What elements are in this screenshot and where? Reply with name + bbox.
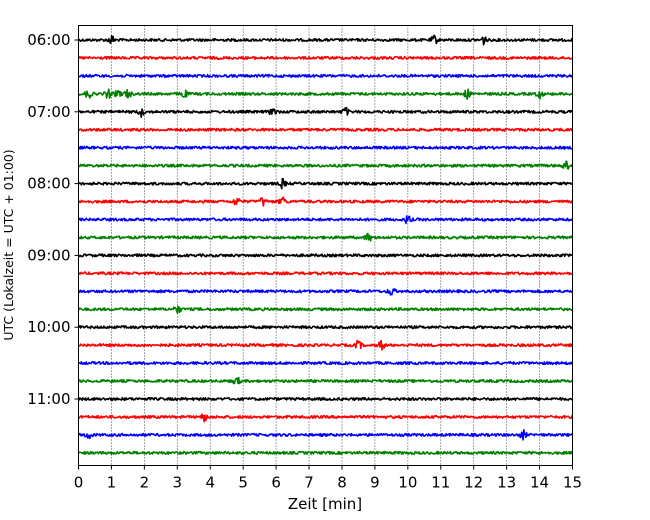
x-tick-label: 15 bbox=[563, 474, 582, 492]
y-axis: 06:00 07:00 08:00 09:00 10:00 11:00 bbox=[27, 31, 79, 408]
seismic-trace-11 bbox=[78, 215, 574, 225]
seismic-trace-5 bbox=[77, 106, 574, 118]
x-tick-label: 13 bbox=[497, 474, 516, 492]
x-tick-label: 14 bbox=[530, 474, 549, 492]
x-axis: 0 1 2 3 4 5 6 7 8 9 10 11 12 13 14 15 bbox=[74, 465, 582, 492]
y-tick-label: 07:00 bbox=[27, 103, 70, 121]
seismic-trace-21 bbox=[78, 396, 574, 402]
y-tick-label: 06:00 bbox=[27, 31, 70, 49]
seismic-trace-12 bbox=[77, 232, 574, 242]
x-tick-label: 7 bbox=[304, 474, 314, 492]
seismic-trace-7 bbox=[78, 145, 573, 150]
seismic-trace-20 bbox=[78, 376, 573, 385]
seismic-trace-22 bbox=[78, 413, 574, 423]
seismic-trace-9 bbox=[77, 177, 573, 190]
seismic-trace-15 bbox=[78, 288, 573, 296]
seismic-trace-3 bbox=[78, 73, 574, 78]
y-tick-label: 08:00 bbox=[27, 175, 70, 193]
x-tick-label: 5 bbox=[238, 474, 248, 492]
seismic-trace-24 bbox=[78, 450, 574, 455]
x-axis-label: Zeit [min] bbox=[288, 495, 362, 513]
x-tick-label: 2 bbox=[140, 474, 150, 492]
plot-frame bbox=[78, 25, 573, 466]
y-tick-label: 09:00 bbox=[27, 246, 70, 264]
seismic-trace-19 bbox=[78, 361, 574, 366]
x-tick-label: 4 bbox=[205, 474, 215, 492]
seismic-trace-6 bbox=[77, 127, 574, 132]
seismic-trace-1 bbox=[77, 34, 573, 46]
y-tick-label: 11:00 bbox=[27, 390, 70, 408]
seismic-trace-14 bbox=[78, 271, 573, 276]
seismic-trace-16 bbox=[78, 305, 573, 314]
x-tick-label: 11 bbox=[431, 474, 450, 492]
seismic-trace-2 bbox=[78, 55, 574, 61]
x-tick-label: 1 bbox=[107, 474, 117, 492]
seismic-trace-17 bbox=[77, 325, 573, 330]
seismic-trace-10 bbox=[77, 196, 574, 207]
trace-layer bbox=[77, 34, 574, 455]
seismic-trace-23 bbox=[77, 429, 574, 441]
seismic-trace-18 bbox=[78, 339, 573, 351]
x-tick-label: 12 bbox=[464, 474, 483, 492]
x-tick-label: 6 bbox=[271, 474, 281, 492]
y-tick-label: 10:00 bbox=[27, 318, 70, 336]
seismic-trace-8 bbox=[77, 160, 573, 170]
x-tick-label: 0 bbox=[74, 474, 84, 492]
x-tick-label: 3 bbox=[173, 474, 183, 492]
x-tick-label: 10 bbox=[398, 474, 417, 492]
seismic-trace-4 bbox=[78, 88, 573, 101]
x-tick-label: 9 bbox=[370, 474, 380, 492]
y-axis-label: UTC (Lokalzeit = UTC + 01:00) bbox=[1, 149, 16, 340]
x-tick-label: 8 bbox=[337, 474, 347, 492]
seismic-trace-13 bbox=[77, 253, 573, 258]
